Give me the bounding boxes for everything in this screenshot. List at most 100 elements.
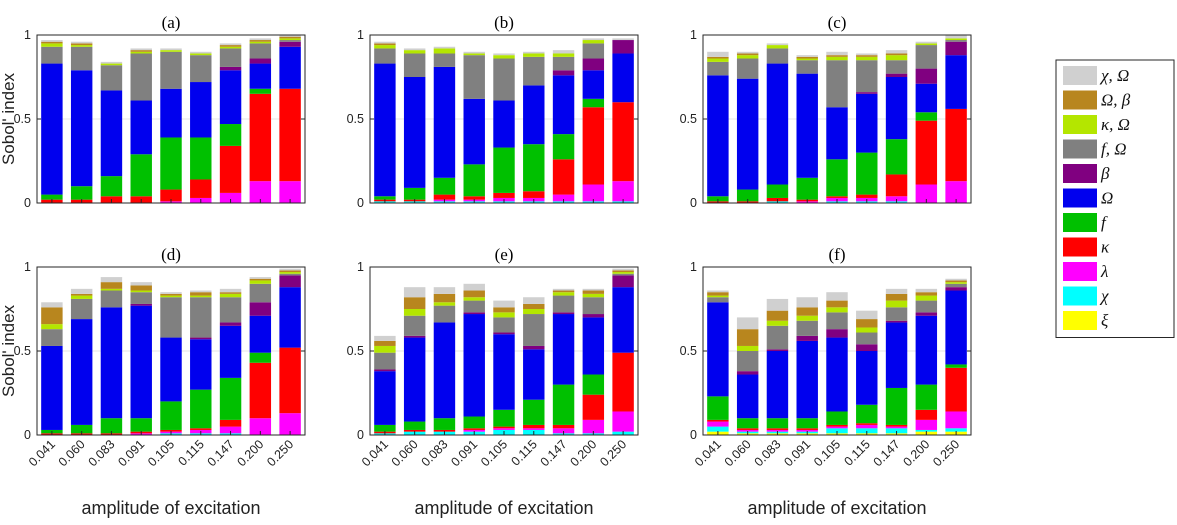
chart-panel: 0 0.5 1 (a) Sobol' index xyxy=(0,13,306,210)
y-tick-label: 1 xyxy=(357,260,364,274)
bar-segment xyxy=(707,295,729,298)
bar-segment xyxy=(582,58,605,71)
bar-segment xyxy=(249,277,272,279)
bar-segment xyxy=(915,41,938,44)
y-tick-label: 1 xyxy=(24,260,31,274)
bar-segment xyxy=(915,384,938,410)
y-tick-label: 1 xyxy=(357,28,364,42)
bar-segment xyxy=(856,424,878,429)
bar-segment xyxy=(279,38,301,41)
legend-swatch xyxy=(1063,286,1097,306)
bar-segment xyxy=(463,283,485,291)
bar-segment xyxy=(945,364,967,368)
bar-segment xyxy=(279,268,301,271)
x-tick-label: 0.250 xyxy=(930,437,962,469)
bar-segment xyxy=(160,189,182,202)
bar-segment xyxy=(493,58,515,101)
bar-segment xyxy=(736,51,759,54)
bar-segment xyxy=(707,196,729,202)
bar-segment xyxy=(552,314,575,385)
bar-segment xyxy=(582,107,605,185)
legend-swatch xyxy=(1063,311,1097,330)
y-tick-label: 0.5 xyxy=(680,344,697,358)
bar-segment xyxy=(130,303,152,306)
bar-segment xyxy=(374,63,396,197)
legend-label: χ, Ω xyxy=(1099,66,1129,85)
bar-segment xyxy=(279,46,301,89)
bar-segment xyxy=(915,68,938,84)
bar-segment xyxy=(826,196,848,198)
bar-segment xyxy=(249,352,272,363)
bar-segment xyxy=(374,371,396,425)
bar-segment xyxy=(249,41,272,44)
bar-segment xyxy=(736,428,759,430)
bar-segment xyxy=(856,56,878,61)
bar-segment xyxy=(885,77,908,140)
bar-segment xyxy=(41,40,63,42)
bar-segment xyxy=(945,367,967,412)
bar-segment xyxy=(945,38,967,41)
bar-segment xyxy=(70,295,93,299)
bar-segment xyxy=(219,419,242,427)
bar-segment xyxy=(463,297,485,301)
panel-title: (a) xyxy=(162,13,181,32)
y-tick-label: 0.5 xyxy=(14,344,31,358)
bar-segment xyxy=(130,50,152,52)
bar-segment xyxy=(279,40,301,42)
bar-segment xyxy=(582,184,605,202)
bar-segment xyxy=(736,345,759,351)
bar-segment xyxy=(915,312,938,316)
bar-segment xyxy=(885,55,908,61)
bar-segment xyxy=(707,292,729,296)
bar-segment xyxy=(856,332,878,345)
bar-segment xyxy=(885,387,908,425)
bar-segment xyxy=(552,312,575,315)
bar-segment xyxy=(190,339,212,390)
chart-panel: 00.510.0410.0600.0830.0910.1050.1150.147… xyxy=(347,245,639,518)
bar-segment xyxy=(41,46,63,64)
bar-segment xyxy=(219,43,242,46)
bar-segment xyxy=(249,58,272,64)
bar-segment xyxy=(856,194,878,198)
bar-segment xyxy=(100,90,123,177)
legend-label: Ω xyxy=(1101,189,1113,208)
bar-segment xyxy=(552,428,575,434)
bar-segment xyxy=(736,78,759,190)
bar-segment xyxy=(612,352,634,412)
bar-segment xyxy=(249,362,272,419)
bar-segment xyxy=(915,43,938,46)
bar-segment xyxy=(736,55,759,59)
bar-segment xyxy=(766,63,789,185)
legend-swatch xyxy=(1063,262,1097,281)
bar-segment xyxy=(796,307,818,316)
bar-segment xyxy=(219,66,242,71)
bar-segment xyxy=(945,181,967,203)
bar-segment xyxy=(493,53,515,56)
bar-segment xyxy=(463,416,485,429)
bar-segment xyxy=(463,164,485,197)
bar-segment xyxy=(945,108,967,182)
bar-segment xyxy=(945,411,967,429)
legend-label: λ xyxy=(1100,262,1108,281)
bar-segment xyxy=(766,428,789,430)
bar-segment xyxy=(433,177,456,195)
bar-segment xyxy=(41,329,63,346)
legend-swatch xyxy=(1063,90,1097,110)
bar-segment xyxy=(463,428,485,430)
bar-segment xyxy=(219,297,242,323)
bar-segment xyxy=(582,288,605,291)
bar-segment xyxy=(493,332,515,335)
x-tick-label: 0.105 xyxy=(811,437,843,469)
bar-segment xyxy=(403,337,426,422)
legend-swatch xyxy=(1063,188,1097,208)
bar-segment xyxy=(885,139,908,175)
bar-segment xyxy=(766,349,789,351)
bar-segment xyxy=(826,300,848,308)
bar-segment xyxy=(70,45,93,47)
bar-segment xyxy=(130,290,152,293)
bar-segment xyxy=(766,45,789,49)
legend-swatch xyxy=(1063,115,1097,134)
bar-segment xyxy=(249,88,272,94)
bar-segment xyxy=(826,292,848,301)
